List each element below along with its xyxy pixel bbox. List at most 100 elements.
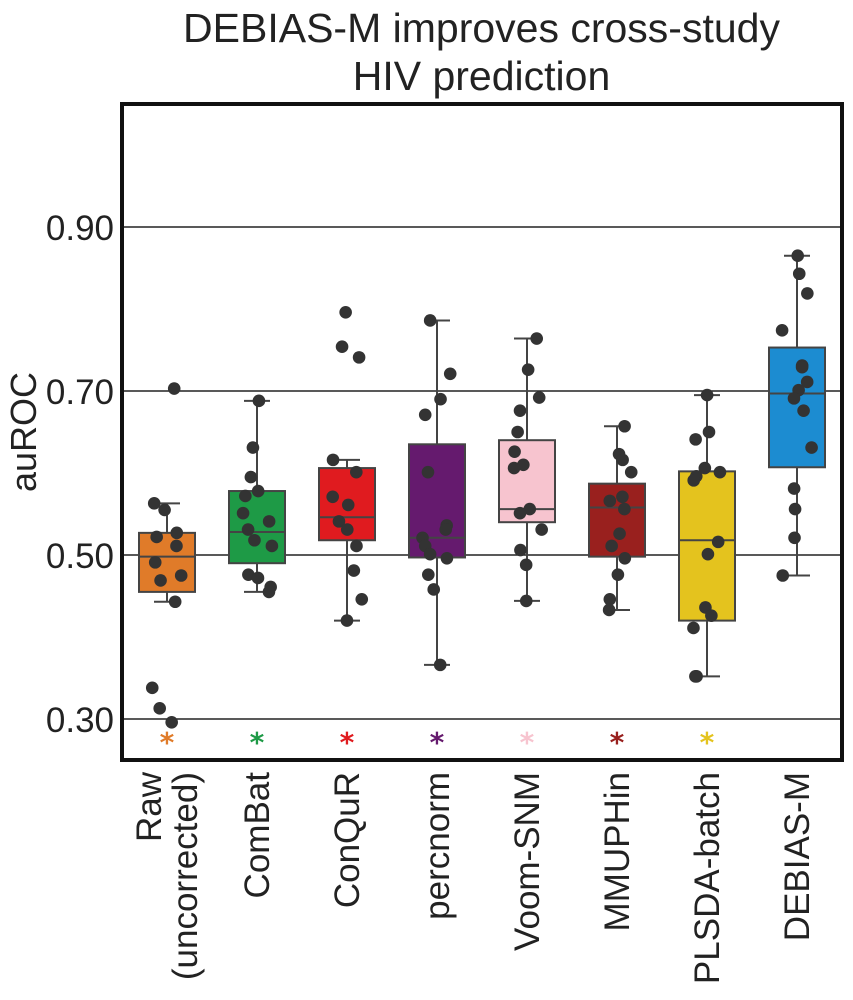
data-point <box>244 470 258 484</box>
data-point <box>246 441 260 454</box>
box-group-debias-m <box>768 249 826 582</box>
chart-title-line-1: DEBIAS-M improves cross-study <box>183 5 780 51</box>
data-point <box>262 585 276 599</box>
data-point <box>422 568 435 581</box>
data-point <box>350 539 363 553</box>
x-tick-label: PLSDA-batch <box>688 772 727 984</box>
data-point <box>158 503 171 517</box>
data-point <box>519 594 533 608</box>
x-tick-label: DEBIAS-M <box>778 772 817 941</box>
data-point <box>792 267 806 281</box>
data-point <box>788 502 802 516</box>
data-point <box>251 571 265 585</box>
x-tick-label: Raw <box>130 771 169 842</box>
y-tick-label: 0.70 <box>46 373 114 412</box>
data-point <box>241 523 255 536</box>
data-point <box>352 351 366 364</box>
box <box>138 531 196 593</box>
data-point <box>326 453 340 467</box>
data-point <box>514 543 527 557</box>
data-point <box>788 531 801 545</box>
data-point <box>687 474 701 487</box>
data-point <box>421 465 435 479</box>
data-point <box>150 530 163 544</box>
box <box>678 470 736 622</box>
data-point <box>616 453 629 467</box>
data-point <box>689 433 702 446</box>
data-point <box>519 558 533 572</box>
data-point <box>326 490 339 504</box>
x-tick-label: ComBat <box>238 772 277 899</box>
data-point <box>236 506 250 520</box>
x-tick-label: (uncorrected) <box>166 772 205 980</box>
box <box>228 490 286 565</box>
data-point <box>153 702 167 715</box>
data-point <box>165 715 178 729</box>
significance-marker: * <box>700 726 715 759</box>
significance-marker: * <box>250 726 265 759</box>
data-point <box>423 547 437 561</box>
data-point <box>775 324 789 337</box>
data-point <box>511 425 524 439</box>
data-point <box>805 441 818 454</box>
significance-marker: * <box>430 726 445 759</box>
data-point <box>791 249 805 262</box>
data-point <box>795 360 809 374</box>
box-group-raw <box>138 382 196 729</box>
x-tick-label: Voom-SNM <box>508 772 547 951</box>
data-point <box>602 603 616 617</box>
data-point <box>239 489 252 503</box>
data-point <box>700 388 714 402</box>
data-point <box>603 494 617 508</box>
data-point <box>154 574 167 587</box>
data-point <box>262 515 276 528</box>
data-point <box>698 461 712 475</box>
data-point <box>603 592 617 606</box>
data-point <box>513 404 527 417</box>
data-point <box>168 595 182 609</box>
data-point <box>523 502 537 516</box>
y-axis-label: auROC <box>3 372 44 492</box>
data-point <box>687 621 700 635</box>
data-point <box>439 523 453 536</box>
data-point <box>265 539 279 553</box>
data-point <box>148 556 162 569</box>
data-point <box>521 363 535 376</box>
data-point <box>170 526 184 540</box>
data-point <box>242 568 255 581</box>
data-point <box>332 515 346 528</box>
data-point <box>776 569 790 582</box>
data-point <box>252 394 266 408</box>
data-point <box>701 547 715 561</box>
box-group-mmuphin <box>588 419 646 617</box>
data-point <box>711 535 725 549</box>
data-point <box>530 332 544 345</box>
data-point <box>618 551 632 565</box>
x-tick-label: MMUPHin <box>598 772 637 931</box>
data-point <box>443 367 457 381</box>
data-point <box>613 527 626 540</box>
box-group-plsda-batch <box>678 388 736 683</box>
data-point <box>611 568 625 581</box>
data-point <box>690 670 703 683</box>
data-point <box>618 419 631 433</box>
data-point <box>335 340 349 354</box>
data-point <box>340 523 354 536</box>
data-point <box>618 502 631 516</box>
data-point <box>532 391 546 404</box>
data-point <box>702 425 716 439</box>
data-point <box>350 465 363 479</box>
chart-title-line-2: HIV prediction <box>352 53 611 99</box>
data-point <box>339 305 352 319</box>
x-tick-label: ConQuR <box>328 772 367 908</box>
data-point <box>787 392 801 405</box>
data-point <box>418 408 432 422</box>
data-point <box>251 484 265 498</box>
box-group-percnorm <box>408 314 466 672</box>
data-point <box>427 583 441 596</box>
box-group-voom-snm <box>498 332 556 608</box>
y-tick-label: 0.30 <box>46 701 114 740</box>
data-point <box>167 382 181 395</box>
data-point <box>801 287 814 300</box>
